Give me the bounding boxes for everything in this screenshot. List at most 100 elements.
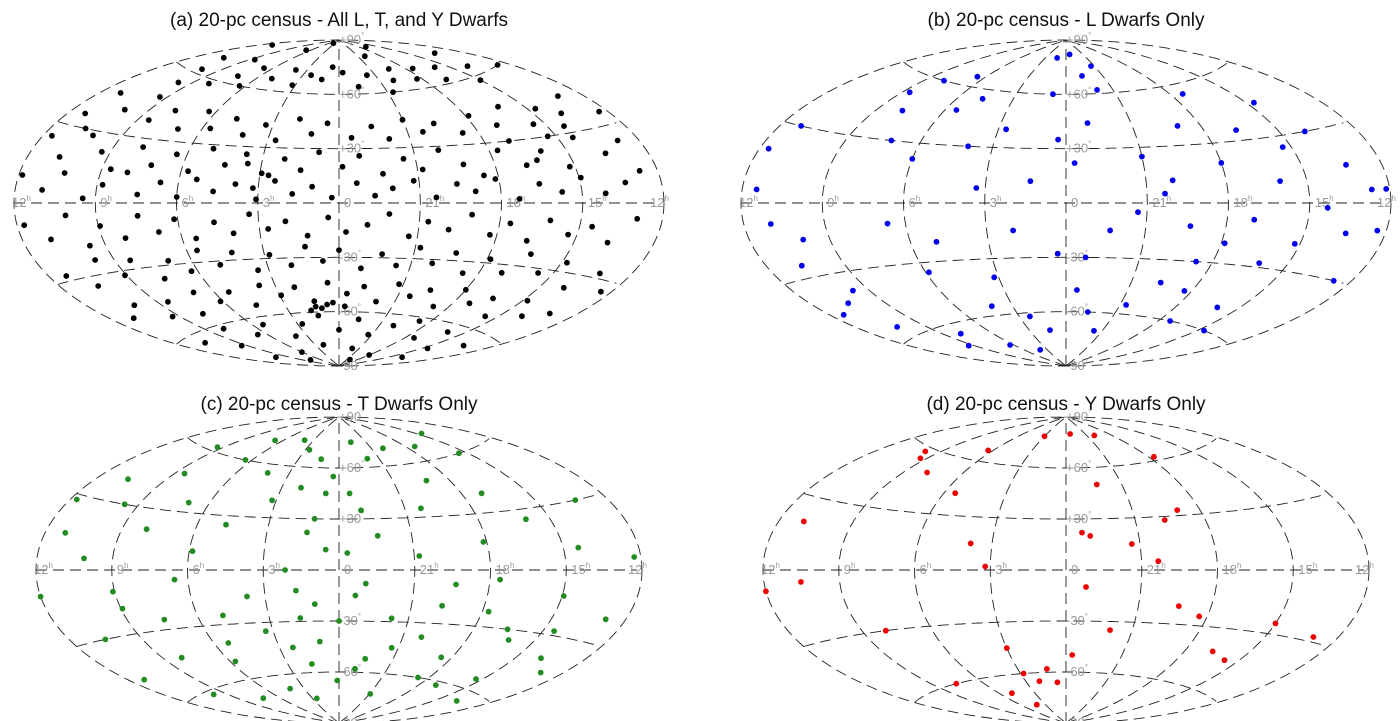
dwarf-point — [62, 212, 69, 219]
dwarf-point — [418, 430, 425, 437]
dwarf-point — [438, 654, 445, 661]
panel-d-tick-labels: 12h 9h 6h 3h 0 21h 18h 15h 12h +90° +60° +30° -30° -6… — [761, 408, 1374, 721]
parallel-line — [187, 437, 490, 469]
dwarf-point — [39, 187, 45, 193]
ra-tick-label: 15h — [1298, 561, 1317, 577]
ra-tick-label: 0 — [1071, 195, 1078, 210]
dwarf-point — [1272, 620, 1279, 627]
dwarf-point — [148, 162, 155, 169]
dwarf-point — [328, 194, 335, 201]
dwarf-point — [364, 221, 371, 228]
dwarf-point — [967, 540, 974, 547]
dwarf-point — [547, 217, 554, 224]
dwarf-point — [185, 168, 192, 175]
ra-tick-label: 0 — [344, 562, 351, 577]
dec-tick-unit: ° — [358, 612, 361, 621]
dwarf-point — [265, 226, 272, 232]
dwarf-point — [850, 287, 856, 294]
dwarf-point — [303, 47, 310, 54]
parallel-line — [76, 493, 598, 520]
dwarf-point — [372, 192, 378, 199]
dwarf-point — [79, 195, 86, 202]
dwarf-point — [417, 244, 424, 251]
dwarf-point — [246, 211, 253, 218]
ra-tick-label: 18h — [1223, 561, 1242, 577]
panel-c-skymap: 12h 9h 6h 3h 0 21h 18h 15h 12h +90° +60° +30° -30° -6… — [34, 408, 647, 721]
sky-boundary — [762, 416, 1370, 721]
ra-tick-unit: h — [775, 561, 779, 570]
dec-tick-label: -90° — [1066, 714, 1088, 721]
dwarf-point — [320, 258, 326, 264]
dwarf-point — [551, 628, 557, 634]
panel-b-tick-labels: 12h 9h 6h 3h 0 21h 18h 15h 12h +90° +60° +30° -30° -6… — [739, 31, 1396, 373]
dwarf-point — [560, 284, 567, 291]
ra-tick-unit: h — [1391, 194, 1395, 203]
dwarf-point — [559, 189, 566, 195]
dwarf-point — [95, 283, 102, 289]
dwarf-point — [263, 122, 269, 128]
parallel-line — [784, 256, 1344, 285]
dwarf-point — [210, 145, 217, 152]
dwarf-point — [1193, 258, 1199, 265]
dwarf-point — [798, 123, 804, 129]
dwarf-point — [1201, 327, 1207, 334]
panel-d-graticule — [762, 416, 1370, 721]
dwarf-point — [1310, 634, 1317, 640]
dwarf-point — [141, 676, 148, 683]
dwarf-point — [427, 287, 434, 293]
dwarf-point — [459, 270, 466, 276]
dwarf-point — [917, 455, 924, 462]
parallel-line — [803, 493, 1325, 520]
dwarf-point — [453, 250, 460, 256]
dwarf-point — [1091, 432, 1098, 439]
dwarf-point — [258, 170, 265, 177]
dwarf-point — [516, 196, 523, 202]
ra-tick-unit: h — [664, 194, 668, 203]
dwarf-point — [1044, 666, 1050, 672]
panel-a-title: (a) 20-pc census - All L, T, and Y Dwarf… — [170, 10, 508, 31]
ra-tick-label: 9h — [117, 561, 129, 577]
dwarf-point — [400, 155, 407, 162]
dwarf-point — [355, 316, 362, 323]
ra-tick-label: 9h — [844, 561, 856, 577]
ra-tick-label: 21h — [420, 561, 439, 577]
dwarf-point — [339, 163, 346, 170]
dwarf-point — [1155, 558, 1162, 565]
ra-tick-label: 9h — [827, 194, 839, 210]
dwarf-point — [1037, 346, 1044, 353]
dwarf-point — [480, 539, 487, 545]
dwarf-point — [1221, 657, 1228, 664]
ra-tick-label: 12h — [1377, 194, 1396, 210]
dwarf-point — [99, 181, 106, 188]
dwarf-point — [519, 313, 525, 320]
dwarf-point — [504, 626, 511, 633]
dec-tick-label: +90° — [339, 408, 364, 424]
dwarf-point — [528, 251, 534, 257]
dwarf-point — [316, 149, 322, 156]
dwarf-point — [411, 443, 418, 450]
ra-tick-label: 12h — [34, 561, 53, 577]
dwarf-point — [497, 576, 503, 583]
dwarf-point — [1221, 240, 1228, 247]
dwarf-point — [390, 322, 397, 329]
parallel-line — [914, 437, 1217, 469]
meridian-line — [838, 416, 1067, 721]
dwarf-point — [622, 179, 629, 186]
dwarf-point — [478, 490, 485, 497]
dec-tick-unit: ° — [1088, 510, 1091, 519]
ra-tick-label: 3h — [995, 561, 1007, 577]
dwarf-point — [569, 134, 576, 141]
dwarf-point — [1007, 342, 1013, 348]
dwarf-point — [523, 237, 530, 244]
sky-boundary — [740, 39, 1392, 367]
panel-d: (d) 20-pc census - Y Dwarfs Only 12h 9h 6h… — [761, 394, 1374, 721]
dwarf-point — [798, 579, 804, 585]
dwarf-point — [361, 53, 368, 60]
panel-d-title: (d) 20-pc census - Y Dwarfs Only — [926, 394, 1206, 415]
dwarf-point — [1279, 144, 1286, 151]
dwarf-point — [143, 526, 150, 533]
dwarf-point — [424, 345, 431, 352]
dwarf-point — [1291, 240, 1298, 247]
dwarf-point — [193, 235, 200, 242]
meridian-line — [1065, 39, 1148, 367]
